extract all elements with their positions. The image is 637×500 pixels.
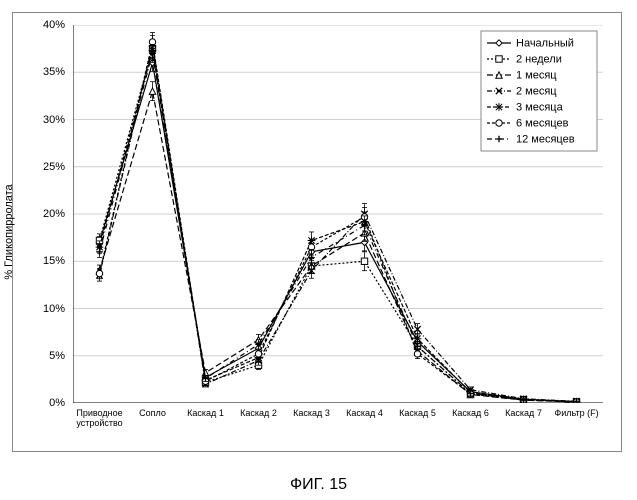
x-tick: Каскад 7 bbox=[505, 409, 542, 419]
svg-text:1 месяц: 1 месяц bbox=[516, 70, 557, 82]
svg-text:3 месяца: 3 месяца bbox=[516, 102, 564, 114]
x-tick: Каскад 4 bbox=[346, 409, 383, 419]
svg-text:6 месяцев: 6 месяцев bbox=[516, 118, 569, 130]
y-tick-labels: 0%5%10%15%20%25%30%35%40% bbox=[13, 25, 69, 403]
y-tick: 20% bbox=[31, 208, 65, 220]
x-tick: Каскад 2 bbox=[240, 409, 277, 419]
x-tick: Каскад 3 bbox=[293, 409, 330, 419]
x-tick: Каскад 5 bbox=[399, 409, 436, 419]
x-tick: Фильтр (F) bbox=[554, 409, 598, 419]
x-tick: Каскад 1 bbox=[187, 409, 224, 419]
svg-text:12 месяцев: 12 месяцев bbox=[516, 134, 575, 146]
y-tick: 15% bbox=[31, 255, 65, 267]
x-tick: Сопло bbox=[139, 409, 166, 419]
y-tick: 40% bbox=[31, 19, 65, 31]
x-tick-labels: Приводное устройство Сопло Каскад 1 Каскад … bbox=[73, 407, 603, 451]
y-tick: 35% bbox=[31, 66, 65, 78]
y-tick: 10% bbox=[31, 303, 65, 315]
chart-svg: Начальный 2 недели 1 месяц 2 месяц 3 месяца 6… bbox=[73, 25, 603, 403]
x-tick: Каскад 6 bbox=[452, 409, 489, 419]
y-tick: 30% bbox=[31, 114, 65, 126]
figure-caption: ФИГ. 15 bbox=[0, 476, 637, 494]
y-tick: 25% bbox=[31, 161, 65, 173]
y-tick: 0% bbox=[31, 397, 65, 409]
svg-text:2 месяц: 2 месяц bbox=[516, 86, 557, 98]
svg-text:2 недели: 2 недели bbox=[516, 54, 562, 66]
x-tick: Приводное устройство bbox=[76, 409, 122, 429]
y-tick: 5% bbox=[31, 350, 65, 362]
chart-frame: % Гликопирролата 0%5%10%15%20%25%30%35%4… bbox=[12, 12, 622, 452]
svg-text:Начальный: Начальный bbox=[516, 38, 574, 50]
plot-area: Начальный 2 недели 1 месяц 2 месяц 3 месяца 6… bbox=[73, 25, 603, 403]
